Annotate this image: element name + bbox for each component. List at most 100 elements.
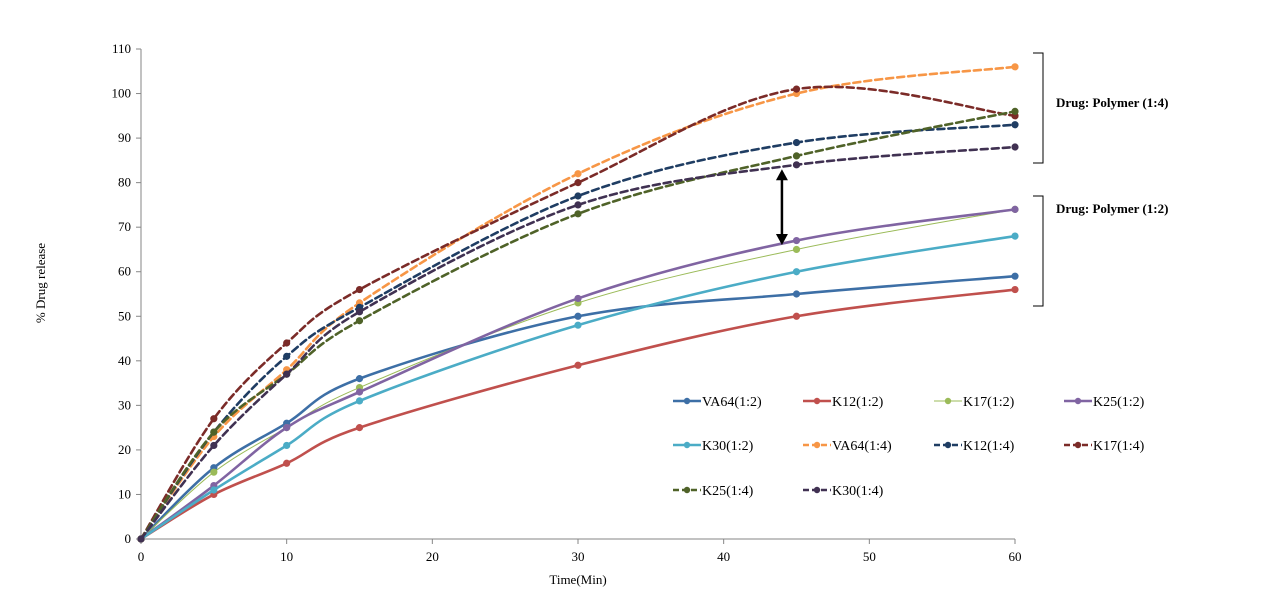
data-point xyxy=(283,352,291,360)
legend-item-K30(1:4): K30(1:4) xyxy=(803,484,884,499)
series-K17(1:4) xyxy=(137,85,1019,543)
legend-label: VA64(1:2) xyxy=(702,395,762,410)
series-line xyxy=(139,123,1017,541)
bracket-1-2 xyxy=(1033,195,1044,307)
legend-item-K25(1:4): K25(1:4) xyxy=(673,484,754,499)
y-tick-label: 20 xyxy=(118,442,131,457)
data-point xyxy=(792,312,801,320)
series-K30(1:4) xyxy=(137,143,1019,543)
data-point xyxy=(574,201,582,209)
data-point xyxy=(283,339,291,347)
data-point xyxy=(792,245,801,254)
legend-label: VA64(1:4) xyxy=(832,439,892,454)
legend-item-K25(1:2): K25(1:2) xyxy=(1064,395,1145,410)
data-point xyxy=(210,468,218,476)
legend: VA64(1:2) K12(1:2) K17(1:2) K25(1:2) K30(1:2… xyxy=(673,395,1145,499)
y-tick-label: 100 xyxy=(112,86,132,101)
data-point xyxy=(574,210,582,218)
annotations: Drug: Polymer (1:4) Drug: Polymer (1:2) xyxy=(775,52,1168,307)
data-point xyxy=(792,138,801,147)
double-arrow xyxy=(775,169,788,245)
data-point xyxy=(1011,107,1019,115)
data-point xyxy=(574,321,582,329)
bracket-1-4 xyxy=(1033,52,1044,164)
data-point xyxy=(1011,143,1019,151)
legend-label: K17(1:4) xyxy=(1093,439,1145,454)
legend-label: K17(1:2) xyxy=(963,395,1015,410)
data-point xyxy=(137,535,145,543)
data-point xyxy=(574,294,582,303)
data-point xyxy=(792,85,801,93)
data-point xyxy=(283,459,291,467)
series-K30(1:2) xyxy=(137,232,1019,543)
x-tick-label: 40 xyxy=(717,549,730,564)
series-line xyxy=(139,85,1017,541)
data-point xyxy=(792,268,801,276)
data-point xyxy=(1011,205,1019,213)
legend-item-K12(1:4): K12(1:4) xyxy=(934,439,1015,454)
legend-label: K12(1:2) xyxy=(832,395,884,410)
data-point xyxy=(283,370,291,378)
y-tick-label: 110 xyxy=(112,41,131,56)
x-tick-label: 30 xyxy=(572,549,585,564)
legend-swatch-marker xyxy=(944,397,952,405)
data-point xyxy=(283,424,291,432)
legend-item-K17(1:4): K17(1:4) xyxy=(1064,439,1145,454)
data-point xyxy=(283,441,291,450)
y-tick-label: 60 xyxy=(118,264,131,279)
bracket-label-1-2: Drug: Polymer (1:2) xyxy=(1056,201,1168,216)
data-point xyxy=(355,388,364,396)
series-VA64(1:2) xyxy=(137,272,1019,543)
data-point xyxy=(574,192,582,200)
series-line xyxy=(139,274,1017,541)
data-point xyxy=(355,308,364,316)
data-point xyxy=(210,415,218,423)
legend-item-K30(1:2): K30(1:2) xyxy=(673,439,754,454)
data-point xyxy=(574,170,582,178)
data-point xyxy=(355,285,364,294)
y-tick-label: 40 xyxy=(118,353,131,368)
data-point xyxy=(792,290,801,298)
series-line xyxy=(139,65,1017,541)
series-layer xyxy=(137,63,1019,543)
series-line xyxy=(139,145,1017,541)
legend-item-K12(1:2): K12(1:2) xyxy=(803,395,884,410)
legend-item-VA64(1:4): VA64(1:4) xyxy=(803,439,892,454)
legend-label: K30(1:2) xyxy=(702,439,754,454)
bracket-label-1-4: Drug: Polymer (1:4) xyxy=(1056,95,1168,110)
data-point xyxy=(792,236,801,245)
legend-item-K17(1:2): K17(1:2) xyxy=(934,395,1015,410)
legend-swatch-marker xyxy=(1074,397,1082,405)
data-point xyxy=(1011,232,1019,240)
legend-swatch-marker xyxy=(1074,441,1082,449)
y-tick-label: 10 xyxy=(118,486,131,501)
data-point xyxy=(1011,63,1019,71)
data-point xyxy=(792,152,801,160)
x-tick-label: 60 xyxy=(1009,549,1022,564)
y-tick-label: 80 xyxy=(118,175,131,190)
data-point xyxy=(355,424,364,432)
series-line xyxy=(140,208,1016,540)
x-axis-title: Time(Min) xyxy=(549,572,606,587)
data-point xyxy=(210,428,218,436)
x-tick-label: 20 xyxy=(426,549,439,564)
data-point xyxy=(355,397,364,405)
series-line xyxy=(139,234,1017,541)
y-tick-label: 30 xyxy=(118,397,131,412)
arrow-head-down xyxy=(775,234,788,245)
x-tick-label: 10 xyxy=(280,549,293,564)
series-line xyxy=(139,288,1017,541)
legend-label: K25(1:2) xyxy=(1093,395,1145,410)
y-tick-label: 50 xyxy=(118,308,131,323)
legend-swatch-marker xyxy=(683,486,691,494)
y-tick-label: 90 xyxy=(118,130,131,145)
data-point xyxy=(574,179,582,187)
data-point xyxy=(1011,272,1019,280)
x-tick-label: 0 xyxy=(138,549,145,564)
legend-swatch-marker xyxy=(683,397,691,405)
legend-item-VA64(1:2): VA64(1:2) xyxy=(673,395,762,410)
legend-label: K30(1:4) xyxy=(832,484,884,499)
y-tick-label: 0 xyxy=(125,531,132,546)
data-point xyxy=(574,361,582,369)
data-point xyxy=(210,441,218,450)
